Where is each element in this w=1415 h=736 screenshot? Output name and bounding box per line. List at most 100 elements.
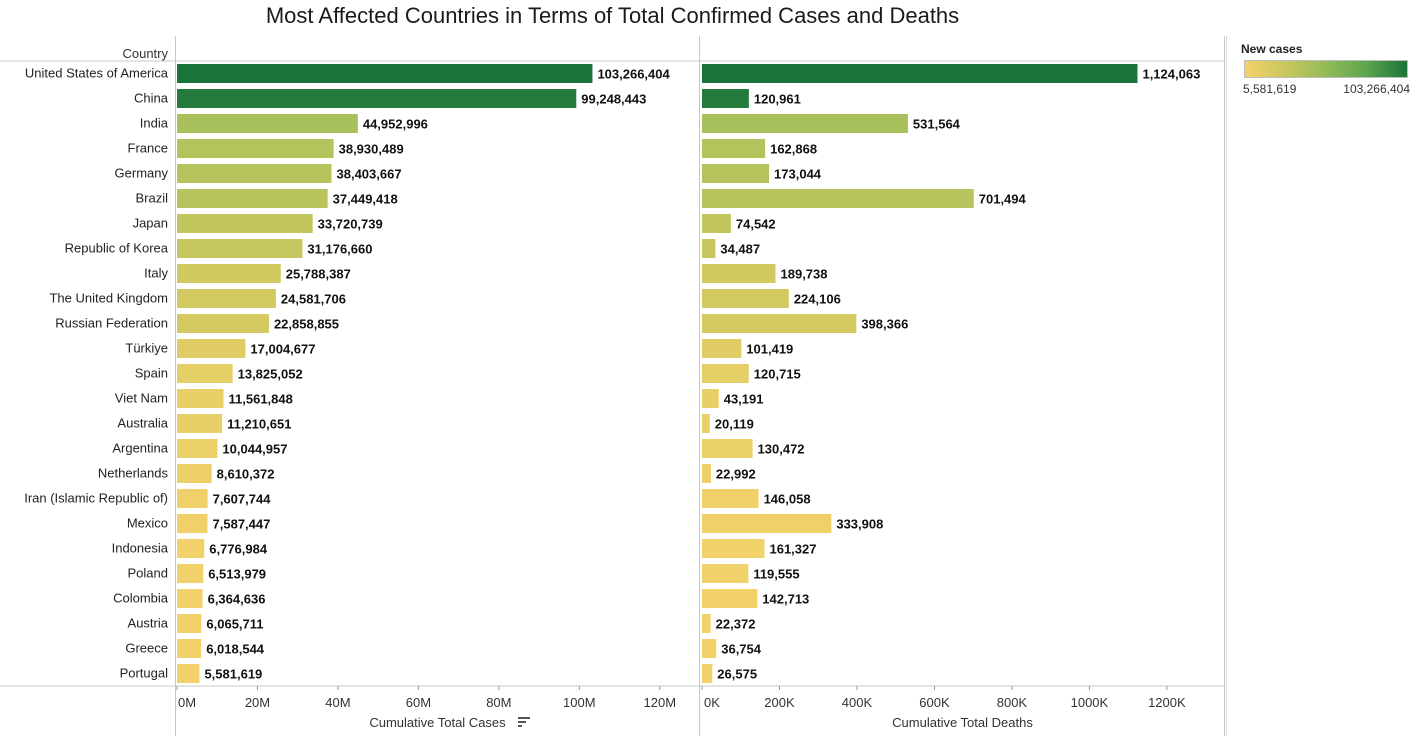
data-label: 6,513,979 (208, 567, 266, 582)
data-label: 6,018,544 (206, 642, 265, 657)
data-label: 8,610,372 (217, 467, 275, 482)
tick-label: 800K (997, 695, 1028, 710)
data-label: 7,607,744 (213, 492, 272, 507)
category-label: Japan (133, 216, 168, 231)
data-label: 38,930,489 (339, 142, 404, 157)
legend-title: New cases (1241, 42, 1303, 56)
data-label: 531,564 (913, 117, 961, 132)
bar (177, 189, 328, 208)
data-label: 22,992 (716, 467, 756, 482)
tick-label: 600K (919, 695, 950, 710)
data-label: 17,004,677 (250, 342, 315, 357)
category-label: Netherlands (98, 466, 169, 481)
bar (177, 614, 202, 633)
x-axis-title: Cumulative Total Deaths (892, 715, 1033, 730)
bar (702, 114, 908, 133)
data-label: 120,961 (754, 92, 801, 107)
bar (702, 639, 717, 658)
tick-label: 20M (245, 695, 270, 710)
bar (177, 239, 303, 258)
data-label: 142,713 (762, 592, 809, 607)
category-label: Russian Federation (55, 316, 168, 331)
bar (177, 639, 202, 658)
data-label: 162,868 (770, 142, 817, 157)
category-label: Poland (128, 566, 168, 581)
bar (702, 389, 719, 408)
bar (177, 589, 203, 608)
data-label: 6,364,636 (208, 592, 266, 607)
category-label: Germany (115, 166, 169, 181)
bar (177, 439, 218, 458)
bar (702, 189, 974, 208)
data-label: 6,776,984 (209, 542, 268, 557)
data-label: 101,419 (746, 342, 793, 357)
bar (702, 239, 716, 258)
bar (702, 314, 857, 333)
data-label: 25,788,387 (286, 267, 351, 282)
sort-icon[interactable] (518, 715, 532, 733)
data-label: 43,191 (724, 392, 764, 407)
tick-label: 80M (486, 695, 511, 710)
category-label: The United Kingdom (49, 291, 168, 306)
bar (702, 614, 711, 633)
bar-chart: Country United States of America China Indi… (0, 36, 1225, 736)
data-label: 5,581,619 (204, 667, 262, 682)
bar (702, 464, 711, 483)
data-label: 13,825,052 (238, 367, 303, 382)
bar (177, 414, 223, 433)
category-label: France (128, 141, 168, 156)
category-label: Portugal (120, 666, 169, 681)
data-label: 224,106 (794, 292, 841, 307)
category-label: China (134, 91, 169, 106)
bar (702, 64, 1138, 83)
data-label: 34,487 (720, 242, 760, 257)
bar (177, 539, 205, 558)
tick-label: 200K (764, 695, 795, 710)
bar (177, 164, 332, 183)
category-label: Spain (135, 366, 168, 381)
data-label: 333,908 (836, 517, 883, 532)
data-label: 130,472 (758, 442, 805, 457)
category-label: Viet Nam (115, 391, 168, 406)
legend-max-label: 103,266,404 (1343, 82, 1410, 96)
data-label: 37,449,418 (333, 192, 398, 207)
row-header-label: Country (122, 46, 168, 61)
data-label: 189,738 (781, 267, 828, 282)
data-label: 24,581,706 (281, 292, 346, 307)
tick-label: 40M (325, 695, 350, 710)
data-label: 103,266,404 (597, 67, 670, 82)
bar (702, 289, 789, 308)
bar (702, 564, 749, 583)
bar (177, 314, 269, 333)
bar (702, 589, 758, 608)
data-label: 398,366 (861, 317, 908, 332)
tick-label: 1000K (1071, 695, 1109, 710)
tick-label: 100M (563, 695, 596, 710)
bar (702, 414, 710, 433)
category-label: Austria (128, 616, 169, 631)
data-label: 20,119 (715, 417, 754, 432)
data-label: 173,044 (774, 167, 822, 182)
bar (177, 139, 334, 158)
bar (177, 564, 204, 583)
bar (177, 114, 358, 133)
bar (177, 214, 313, 233)
bar (177, 339, 246, 358)
data-label: 120,715 (754, 367, 801, 382)
bar (177, 514, 208, 533)
data-label: 146,058 (764, 492, 811, 507)
category-label: United States of America (25, 66, 169, 81)
category-label: Australia (117, 416, 168, 431)
category-label: India (140, 116, 169, 131)
tick-label: 60M (406, 695, 431, 710)
bar (702, 264, 776, 283)
category-label: Indonesia (112, 541, 169, 556)
data-label: 10,044,957 (222, 442, 287, 457)
data-label: 26,575 (717, 667, 757, 682)
bar (702, 439, 753, 458)
bar (177, 289, 276, 308)
category-label: Republic of Korea (65, 241, 169, 256)
bar (177, 389, 224, 408)
data-label: 22,372 (716, 617, 756, 632)
bar (177, 664, 200, 683)
